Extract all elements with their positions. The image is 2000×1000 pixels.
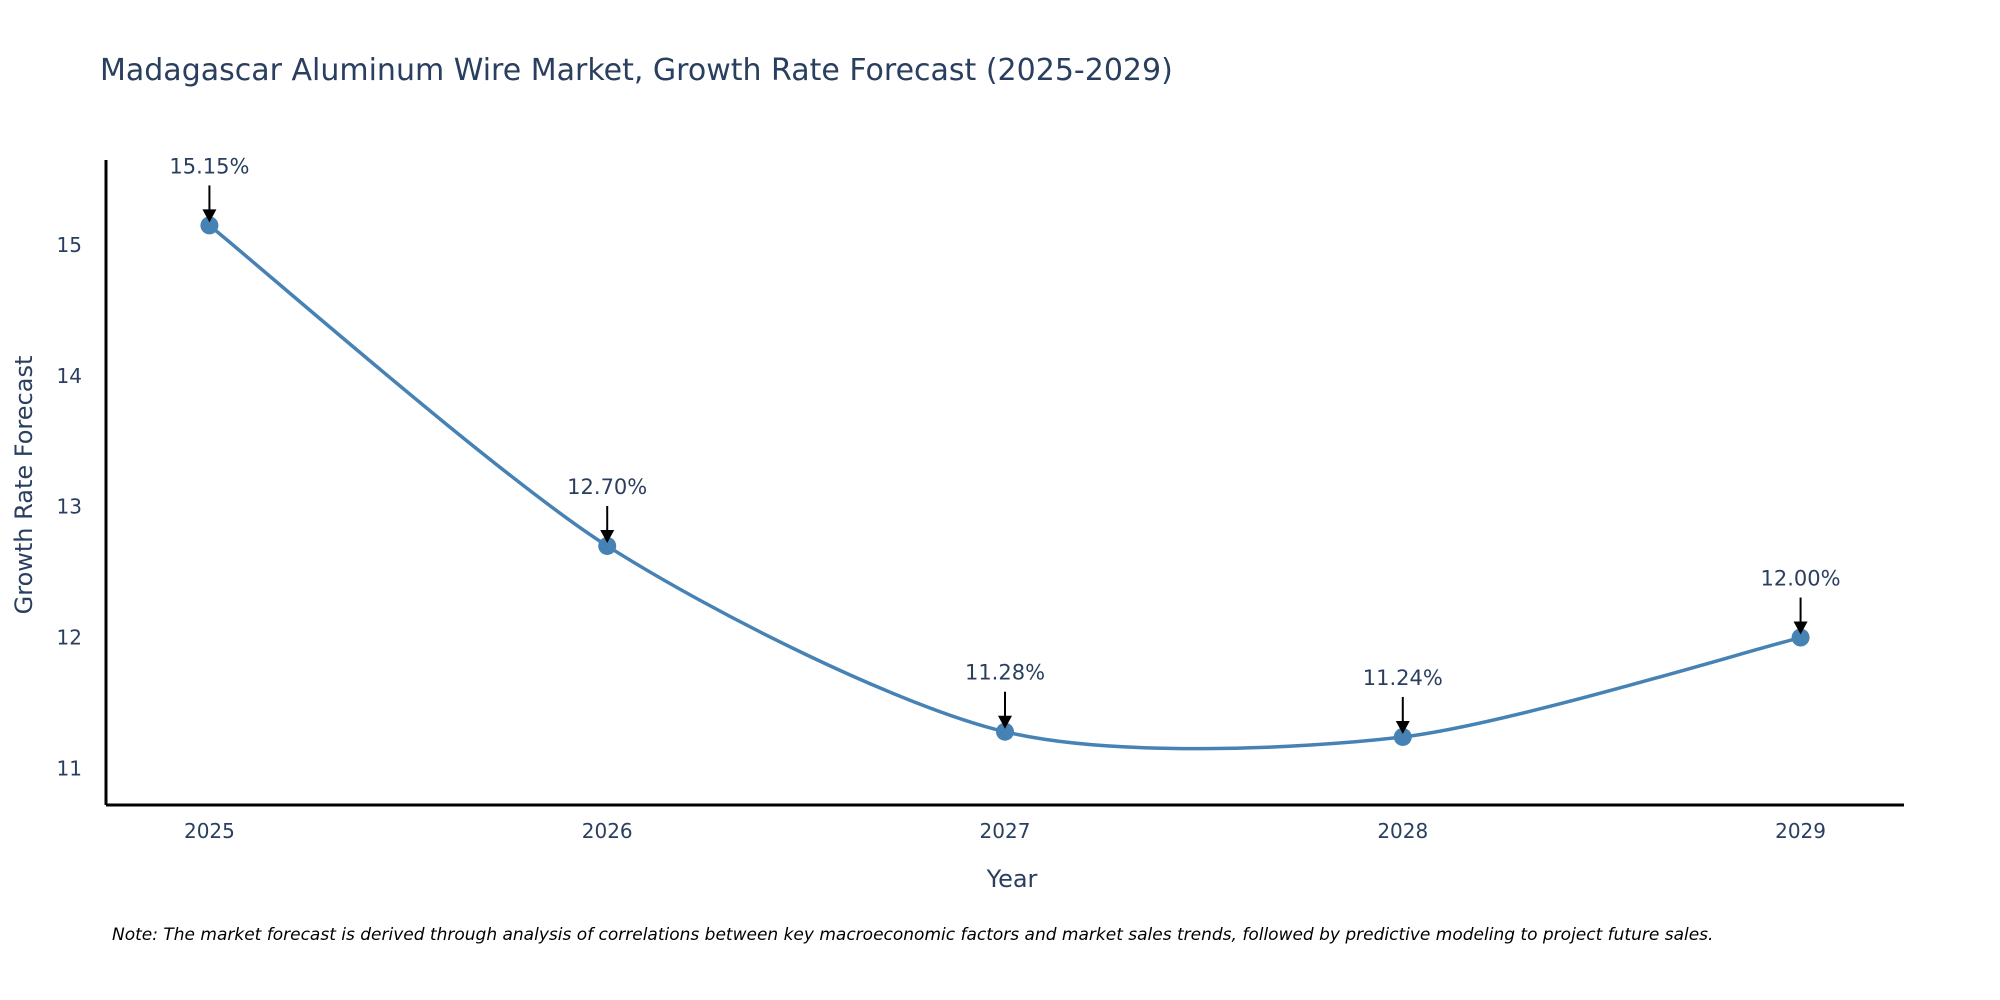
data-point bbox=[1791, 628, 1810, 647]
annotation-arrow-head bbox=[998, 715, 1012, 729]
x-tick-label: 2029 bbox=[1775, 819, 1826, 843]
annotation-arrow-head bbox=[202, 209, 217, 223]
data-label: 11.24% bbox=[1363, 666, 1443, 690]
annotation-layer: 15.15% 12.70% 11.28% 11.24% 12.00% bbox=[169, 154, 1841, 734]
annotation-arrow-head bbox=[600, 529, 615, 543]
data-point bbox=[996, 722, 1014, 741]
annotation-arrow-head bbox=[1793, 621, 1808, 635]
x-tick-label: 2026 bbox=[582, 819, 633, 843]
x-tick-label: 2025 bbox=[184, 819, 235, 843]
data-label: 11.28% bbox=[965, 661, 1045, 685]
axes: 11 12 13 14 15 2025 2026 2027 2028 2029 bbox=[57, 160, 1904, 843]
y-tick-label: 13 bbox=[57, 495, 82, 519]
data-point bbox=[598, 536, 617, 555]
data-label: 15.15% bbox=[169, 154, 249, 178]
x-tick-label: 2028 bbox=[1377, 819, 1428, 843]
series-layer bbox=[200, 216, 1810, 751]
data-point bbox=[1393, 727, 1412, 746]
y-tick-label: 14 bbox=[57, 364, 82, 388]
y-tick-label: 12 bbox=[57, 626, 82, 650]
chart-title: Madagascar Aluminum Wire Market, Growth … bbox=[100, 53, 1173, 88]
data-label: 12.70% bbox=[567, 475, 647, 499]
annotation-arrow-head bbox=[1395, 720, 1410, 734]
x-tick-label: 2027 bbox=[980, 819, 1031, 843]
footnote: Note: The market forecast is derived thr… bbox=[112, 925, 1713, 945]
data-point bbox=[200, 216, 219, 235]
y-tick-label: 11 bbox=[57, 756, 82, 780]
data-label: 12.00% bbox=[1761, 567, 1841, 591]
x-axis-title: Year bbox=[986, 865, 1038, 893]
y-axis-title: Growth Rate Forecast bbox=[10, 356, 38, 615]
y-tick-label: 15 bbox=[57, 233, 82, 257]
